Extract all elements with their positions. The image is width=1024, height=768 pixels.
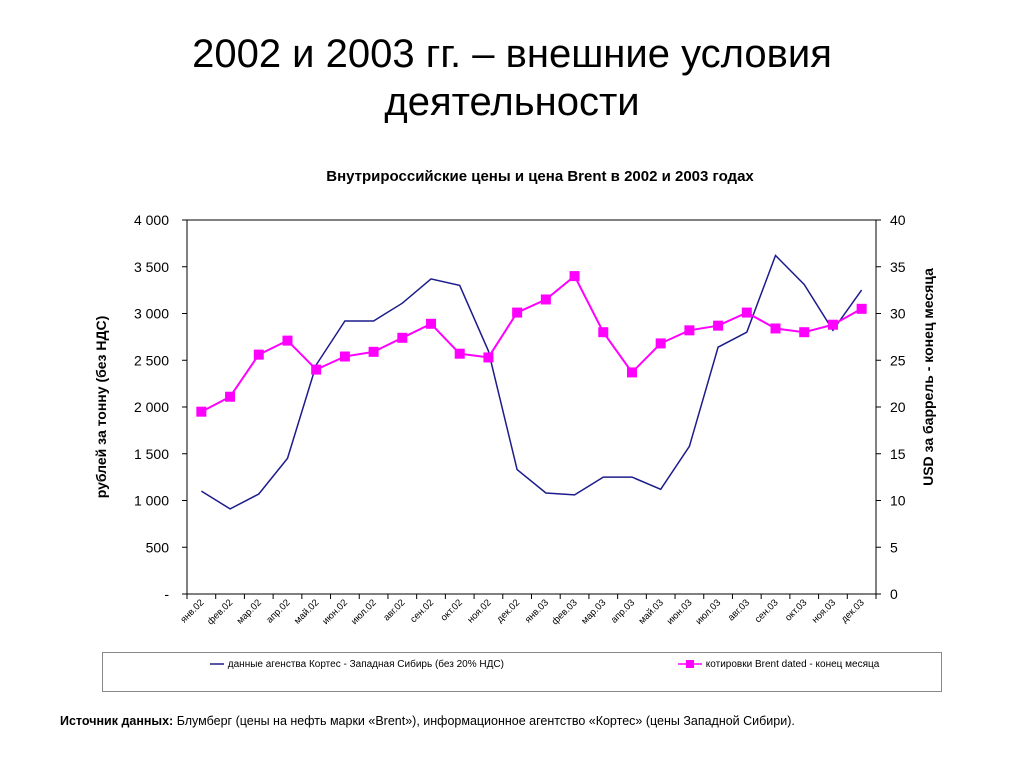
x-tick-label: сен.02 <box>408 597 436 625</box>
chart-legend: данные агенства Кортес - Западная Сибирь… <box>102 652 942 692</box>
series-2-point <box>368 346 379 357</box>
series-line-1 <box>201 254 863 510</box>
chart-title: Внутрироссийские цены и цена Brent в 200… <box>326 168 754 185</box>
y-left-tick-label: 4 000 <box>134 212 169 228</box>
x-tick-label: янв.03 <box>523 597 551 625</box>
x-tick-label: окт.02 <box>439 597 465 623</box>
series-2-point <box>856 303 867 314</box>
x-tick-label: окт.03 <box>783 597 809 623</box>
source-text: Блумберг (цены на нефть марки «Brent»), … <box>173 714 795 728</box>
y-left-tick-label: 3 500 <box>134 259 169 275</box>
y-left-tick-label: 2 000 <box>134 399 169 415</box>
x-tick-label: июл.02 <box>349 597 379 627</box>
source-note: Источник данных: Блумберг (цены на нефть… <box>60 714 795 728</box>
x-tick-label: май.02 <box>292 597 321 626</box>
x-tick-label: июл.03 <box>694 597 724 627</box>
y-left-tick-label: - <box>164 586 169 602</box>
series-2-point <box>540 294 551 305</box>
y-left-tick-label: 1 000 <box>134 493 169 509</box>
plot-area <box>186 219 877 595</box>
legend-label-kortes: данные агенства Кортес - Западная Сибирь… <box>227 659 504 670</box>
y-left-tick-label: 3 000 <box>134 306 169 322</box>
legend-marker-icon <box>678 660 702 669</box>
y-right-tick-label: 0 <box>890 586 898 602</box>
series-2-point <box>799 327 810 338</box>
series-line-2 <box>200 274 863 413</box>
x-tick-label: сен.03 <box>753 597 781 625</box>
y-right-tick-label: 35 <box>890 259 906 275</box>
series-2-point <box>253 349 264 360</box>
series-2-point <box>713 320 724 331</box>
x-tick-label: ноя.02 <box>465 597 493 625</box>
x-tick-label: дек.02 <box>495 597 523 625</box>
y-axis-right-label: USD за баррель - конец месяца <box>920 268 936 486</box>
x-tick-label: дек.03 <box>839 597 867 625</box>
x-tick-label: авг.02 <box>381 597 407 623</box>
y-axis-right: 0 5 10 15 20 25 30 35 40 <box>876 212 906 602</box>
y-left-tick-label: 2 500 <box>134 352 169 368</box>
x-tick-label: апр.02 <box>264 597 292 625</box>
series-2-point <box>569 271 580 282</box>
y-right-tick-label: 10 <box>890 493 906 509</box>
x-tick-label: фев.02 <box>205 597 235 627</box>
slide-title-line-1: 2002 и 2003 гг. – внешние условия <box>192 32 832 76</box>
y-right-tick-label: 30 <box>890 306 906 322</box>
x-tick-label: авг.03 <box>726 597 752 623</box>
y-left-tick-label: 500 <box>146 539 170 555</box>
legend-item-brent: котировки Brent dated - конец месяца <box>677 659 879 670</box>
series-2-point <box>655 338 666 349</box>
series-2-point <box>827 319 838 330</box>
x-tick-label: янв.02 <box>178 597 206 625</box>
series-2-point <box>282 335 293 346</box>
x-tick-label: фев.03 <box>550 597 580 627</box>
x-tick-label: июн.02 <box>320 597 350 627</box>
y-right-tick-label: 40 <box>890 212 906 228</box>
series-2-point <box>598 327 609 338</box>
series-2-point <box>626 367 637 378</box>
series-2-point <box>483 352 494 363</box>
x-tick-label: ноя.03 <box>810 597 838 625</box>
y-axis-left: - 500 1 000 1 500 2 000 2 500 3 000 3 500 4 000 <box>134 212 187 602</box>
series-2-point <box>339 351 350 362</box>
y-right-tick-label: 5 <box>890 539 898 555</box>
plot-border <box>186 219 877 595</box>
legend-label-brent: котировки Brent dated - конец месяца <box>705 659 880 670</box>
series-2-point <box>225 391 236 402</box>
series-2-point <box>454 348 465 359</box>
y-right-tick-label: 20 <box>890 399 906 415</box>
legend-item-kortes: данные агенства Кортес - Западная Сибирь… <box>209 659 504 670</box>
series-2-point <box>196 406 207 417</box>
series-2-point <box>770 323 781 334</box>
x-tick-label: май.03 <box>637 597 666 626</box>
y-right-tick-label: 15 <box>890 446 906 462</box>
legend-line-icon <box>210 663 224 666</box>
series-2-point <box>512 307 523 318</box>
series-2-point <box>397 332 408 343</box>
x-tick-label: июн.03 <box>665 597 695 627</box>
series-2-point <box>684 325 695 336</box>
x-tick-label: апр.03 <box>609 597 637 625</box>
y-axis-left-label: рублей за тонну (без НДС) <box>93 316 109 499</box>
source-label: Источник данных: <box>60 714 174 728</box>
slide-title: 2002 и 2003 гг. – внешние условия деятел… <box>0 30 1024 126</box>
x-tick-label: мар.03 <box>579 597 608 626</box>
y-right-tick-label: 25 <box>890 352 906 368</box>
slide-title-line-2: деятельности <box>384 80 640 124</box>
series-2-point <box>311 364 322 375</box>
x-tick-label: мар.02 <box>235 597 264 626</box>
y-left-tick-label: 1 500 <box>134 446 169 462</box>
series-2-point <box>426 318 437 329</box>
series-layer <box>196 254 867 510</box>
series-2-point <box>741 307 752 318</box>
